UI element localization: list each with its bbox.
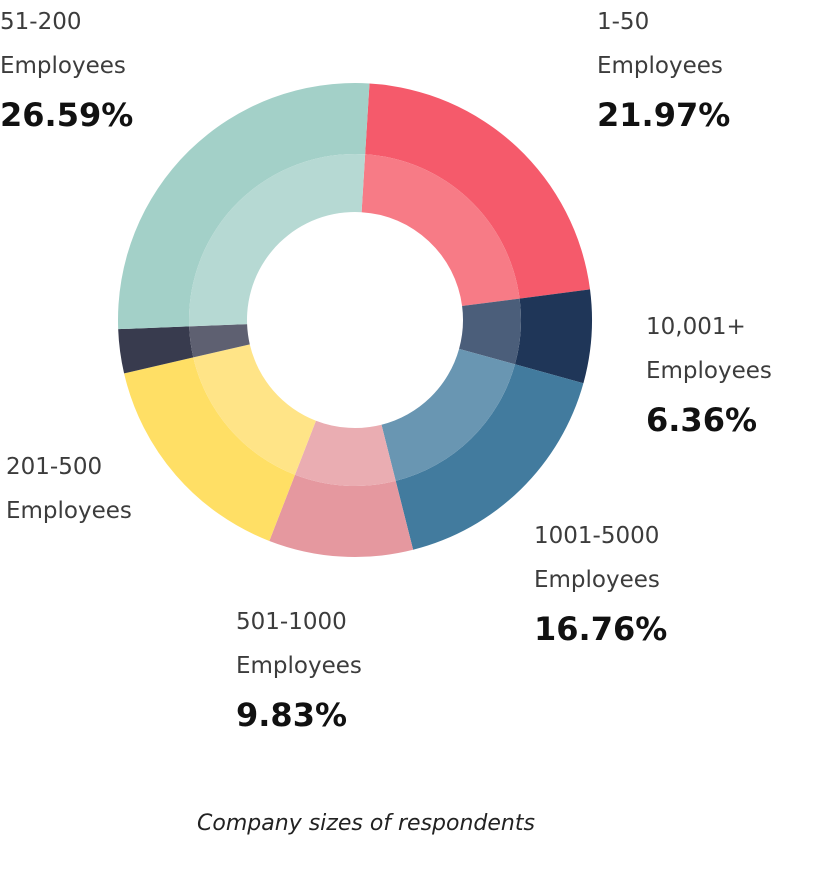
pie-slice-6 [118,83,370,330]
slice-inner-ring-4 [193,344,316,475]
label-501-1000: 501-1000 Employees 9.83% [236,600,362,740]
label-1001-5000-range: 1001-5000 [534,523,660,549]
slice-outer-ring-2 [395,364,584,550]
pie-slice-2 [381,348,584,550]
label-201-500: 201-500 Employees [6,445,132,533]
label-51-200: 51-200 Employees 26.59% [0,0,133,140]
slice-inner-ring-1 [459,298,521,365]
label-1-50-range: 1-50 [597,9,650,35]
label-10001-plus: 10,001+ Employees 6.36% [646,305,772,445]
label-201-500-unit: Employees [6,498,132,524]
slice-inner-ring-5 [189,324,250,358]
slice-inner-ring-2 [381,348,515,481]
label-10001-plus-unit: Employees [646,358,772,384]
slice-outer-ring-6 [118,83,370,330]
label-1001-5000-unit: Employees [534,567,660,593]
pie-slice-1 [459,289,593,384]
label-51-200-unit: Employees [0,53,126,79]
label-1001-5000-percent: 16.76% [534,610,668,648]
slice-outer-ring-1 [514,289,593,384]
slice-outer-ring-0 [365,83,591,299]
label-501-1000-range: 501-1000 [236,609,347,635]
slice-outer-ring-4 [124,357,295,541]
pie-slice-3 [269,420,414,557]
label-10001-plus-percent: 6.36% [646,401,758,439]
label-501-1000-percent: 9.83% [236,696,348,734]
label-1-50-percent: 21.97% [597,96,731,134]
label-10001-plus-range: 10,001+ [646,314,746,340]
chart-caption: Company sizes of respondents [197,811,535,836]
label-51-200-percent: 26.59% [0,96,134,134]
slice-inner-ring-6 [189,154,366,327]
pie-slice-0 [361,83,591,307]
pie-slice-4 [124,344,316,541]
pie-slice-5 [118,324,250,374]
label-1001-5000: 1001-5000 Employees 16.76% [534,514,667,654]
label-501-1000-unit: Employees [236,653,362,679]
slice-outer-ring-3 [269,474,414,557]
label-201-500-range: 201-500 [6,454,103,480]
slice-inner-ring-3 [294,420,396,486]
label-1-50: 1-50 Employees 21.97% [597,0,730,140]
slice-outer-ring-5 [118,326,194,374]
slice-inner-ring-0 [361,154,520,307]
label-1-50-unit: Employees [597,53,723,79]
label-51-200-range: 51-200 [0,9,82,35]
